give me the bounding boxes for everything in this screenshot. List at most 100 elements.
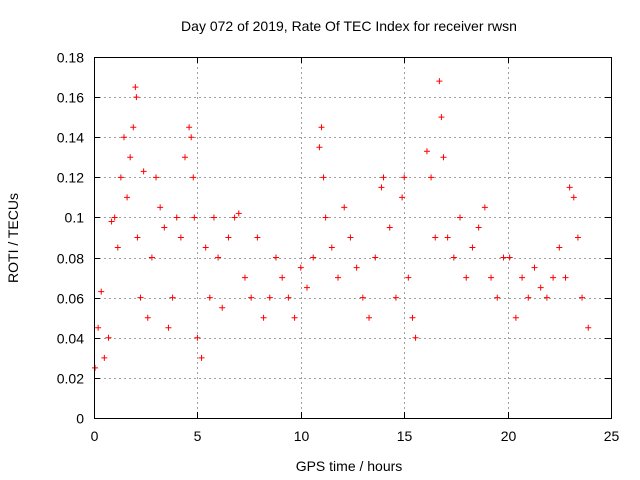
- data-point: [512, 314, 519, 321]
- data-point: [566, 184, 573, 191]
- data-point: [188, 134, 195, 141]
- data-point: [488, 274, 495, 281]
- data-point: [225, 234, 232, 241]
- data-point: [181, 154, 188, 161]
- data-point: [428, 174, 435, 181]
- data-point: [506, 254, 513, 261]
- data-point: [423, 148, 430, 155]
- data-point: [438, 114, 445, 121]
- data-point: [144, 314, 151, 321]
- data-point: [98, 288, 105, 295]
- data-point: [386, 224, 393, 231]
- data-point: [291, 314, 298, 321]
- data-point: [372, 254, 379, 261]
- data-point: [132, 84, 139, 91]
- data-point: [241, 274, 248, 281]
- data-point: [260, 314, 267, 321]
- data-point: [186, 124, 193, 131]
- data-point: [366, 314, 373, 321]
- x-tick-label: 25: [604, 428, 620, 444]
- x-tick-label: 0: [91, 428, 99, 444]
- data-point: [475, 224, 482, 231]
- data-point: [353, 264, 360, 271]
- data-point: [254, 234, 261, 241]
- data-point: [550, 274, 557, 281]
- y-tick-label: 0.02: [57, 371, 84, 387]
- y-tick-label: 0.12: [57, 170, 84, 186]
- data-point: [401, 174, 408, 181]
- data-point: [392, 294, 399, 301]
- data-point: [235, 210, 242, 217]
- data-point: [585, 324, 592, 331]
- data-point: [543, 294, 550, 301]
- data-point: [105, 334, 112, 341]
- data-point: [380, 174, 387, 181]
- data-point: [148, 254, 155, 261]
- data-point: [444, 234, 451, 241]
- data-point: [140, 168, 147, 175]
- data-point: [519, 274, 526, 281]
- data-point: [412, 334, 419, 341]
- y-tick-label: 0.14: [57, 130, 84, 146]
- data-points: [92, 78, 592, 371]
- data-point: [194, 334, 201, 341]
- data-point: [322, 214, 329, 221]
- data-point: [457, 214, 464, 221]
- data-point: [570, 194, 577, 201]
- data-point: [525, 294, 532, 301]
- y-tick-label: 0.06: [57, 291, 84, 307]
- data-point: [161, 224, 168, 231]
- data-point: [157, 204, 164, 211]
- data-point: [409, 314, 416, 321]
- data-point: [177, 234, 184, 241]
- data-point: [556, 244, 563, 251]
- data-point: [95, 324, 102, 331]
- data-point: [190, 174, 197, 181]
- y-tick-label: 0.18: [57, 50, 84, 66]
- y-tick-label: 0: [76, 411, 84, 427]
- data-point: [469, 244, 476, 251]
- data-point: [378, 184, 385, 191]
- chart-title: Day 072 of 2019, Rate Of TEC Index for r…: [181, 18, 517, 34]
- data-point: [101, 354, 108, 361]
- data-point: [450, 254, 457, 261]
- y-tick-label: 0.08: [57, 251, 84, 267]
- data-point: [399, 194, 406, 201]
- data-point: [92, 364, 99, 371]
- data-point: [316, 144, 323, 151]
- data-point: [248, 294, 255, 301]
- data-point: [173, 214, 180, 221]
- data-point: [436, 78, 443, 85]
- data-point: [202, 244, 209, 251]
- data-point: [531, 264, 538, 271]
- data-point: [210, 214, 217, 221]
- grid-lines: [94, 57, 611, 418]
- data-point: [169, 294, 176, 301]
- x-tick-label: 20: [501, 428, 517, 444]
- data-point: [279, 274, 286, 281]
- data-point: [359, 294, 366, 301]
- data-point: [328, 244, 335, 251]
- data-point: [134, 234, 141, 241]
- data-point: [266, 294, 273, 301]
- data-point: [310, 254, 317, 261]
- data-point: [494, 294, 501, 301]
- data-point: [137, 294, 144, 301]
- data-point: [440, 154, 447, 161]
- data-point: [117, 174, 124, 181]
- y-tick-label: 0.04: [57, 331, 84, 347]
- data-point: [124, 194, 131, 201]
- x-tick-label: 10: [294, 428, 310, 444]
- data-point: [574, 234, 581, 241]
- data-point: [347, 234, 354, 241]
- data-point: [579, 294, 586, 301]
- data-point: [165, 324, 172, 331]
- data-point: [272, 254, 279, 261]
- data-point: [130, 124, 137, 131]
- x-axis-label: GPS time / hours: [296, 458, 403, 474]
- y-axis-label: ROTI / TECUs: [5, 193, 21, 283]
- data-point: [133, 94, 140, 101]
- y-tick-label: 0.1: [65, 210, 85, 226]
- data-point: [537, 284, 544, 291]
